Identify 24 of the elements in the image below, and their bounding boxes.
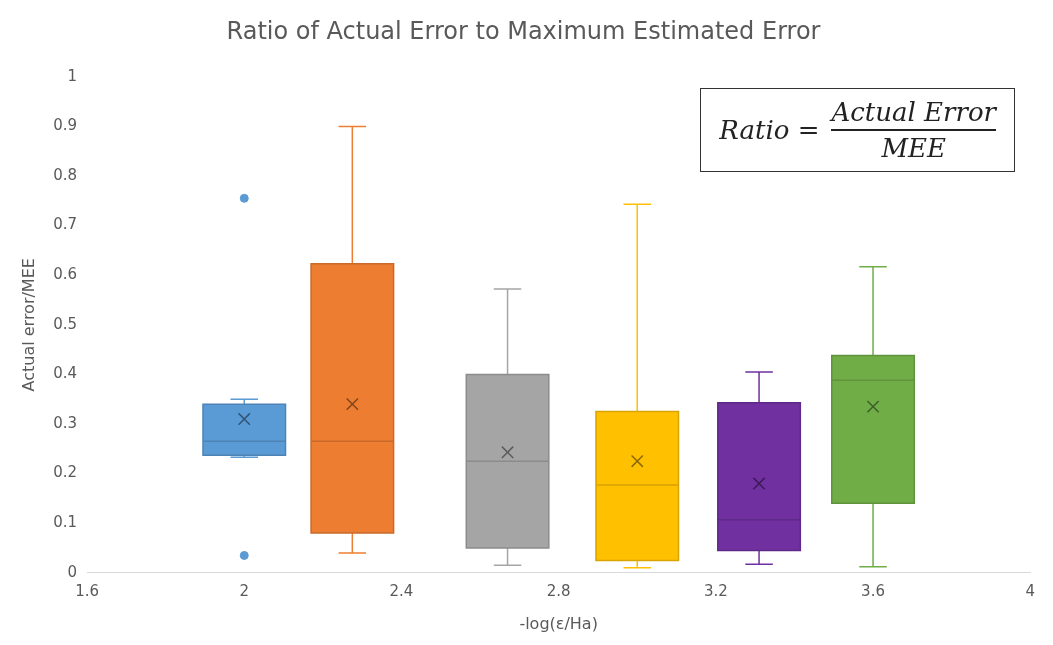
y-axis-title: Actual error/MEE bbox=[18, 258, 38, 392]
y-tick-label: 0.9 bbox=[53, 116, 78, 135]
x-tick-label: 4 bbox=[1025, 581, 1035, 600]
x-tick-label: 1.6 bbox=[75, 581, 99, 600]
x-tick-label: 3.2 bbox=[703, 581, 728, 600]
y-tick-label: 0.4 bbox=[53, 364, 78, 383]
annotation: MEE bbox=[881, 133, 947, 163]
x-tick-label: 3.6 bbox=[861, 581, 885, 600]
y-tick-label: 0.6 bbox=[53, 265, 78, 284]
chart-title: Ratio of Actual Error to Maximum Estimated Error bbox=[226, 16, 821, 45]
y-tick-label: 0.5 bbox=[53, 314, 78, 333]
y-tick-label: 0.1 bbox=[53, 513, 78, 532]
y-tick-label: 0.3 bbox=[53, 413, 78, 432]
y-tick-label: 1 bbox=[67, 66, 78, 85]
x-axis-title: -log(ε/Ha) bbox=[519, 613, 598, 633]
annotation: Actual Error bbox=[831, 97, 996, 127]
x-tick-label: 2.8 bbox=[546, 581, 571, 600]
y-tick-label: 0.7 bbox=[53, 215, 78, 234]
y-tick-label: 0.2 bbox=[53, 463, 78, 482]
y-tick-label: 0 bbox=[67, 562, 78, 581]
x-tick-label: 2 bbox=[239, 581, 250, 600]
annotation: Ratio = bbox=[719, 115, 820, 145]
y-tick-label: 0.8 bbox=[53, 165, 78, 184]
x-tick-label: 2.4 bbox=[389, 581, 414, 600]
